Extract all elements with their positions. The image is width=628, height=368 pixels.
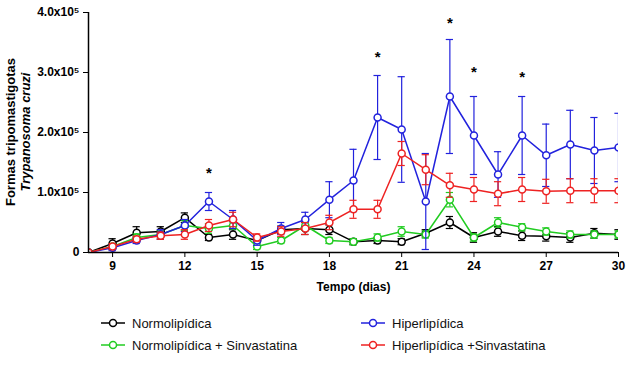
svg-text:1.0x10⁵: 1.0x10⁵ <box>37 185 79 199</box>
svg-text:12: 12 <box>178 259 192 273</box>
svg-text:*: * <box>375 48 381 65</box>
svg-text:15: 15 <box>250 259 264 273</box>
svg-text:Trypanosoma cruzi: Trypanosoma cruzi <box>18 72 33 191</box>
svg-text:27: 27 <box>540 259 554 273</box>
svg-text:*: * <box>519 68 525 85</box>
html-text:Normolipídica + Sinvastatina: Normolipídica + Sinvastatina <box>132 337 298 353</box>
svg-text:9: 9 <box>109 259 116 273</box>
html-text:Hiperlipídica: Hiperlipídica <box>392 315 464 331</box>
svg-text:Tempo (dias): Tempo (dias) <box>317 280 391 294</box>
svg-text:30: 30 <box>612 259 626 273</box>
svg-text:*: * <box>471 63 477 80</box>
svg-text:*: * <box>447 14 453 31</box>
svg-text:21: 21 <box>395 259 409 273</box>
html-text:Normolipídica: Normolipídica <box>132 315 212 331</box>
svg-text:0: 0 <box>73 245 80 259</box>
svg-text:Formas tripomastigotas: Formas tripomastigotas <box>3 58 18 206</box>
svg-text:18: 18 <box>323 259 337 273</box>
svg-text:24: 24 <box>467 259 481 273</box>
svg-text:*: * <box>206 164 212 181</box>
svg-text:3.0x10⁵: 3.0x10⁵ <box>37 65 79 79</box>
html-text:Hiperlipídica +Sinvastatina: Hiperlipídica +Sinvastatina <box>392 337 546 353</box>
svg-text:4.0x10⁵: 4.0x10⁵ <box>37 5 79 19</box>
svg-text:2.0x10⁵: 2.0x10⁵ <box>37 125 79 139</box>
